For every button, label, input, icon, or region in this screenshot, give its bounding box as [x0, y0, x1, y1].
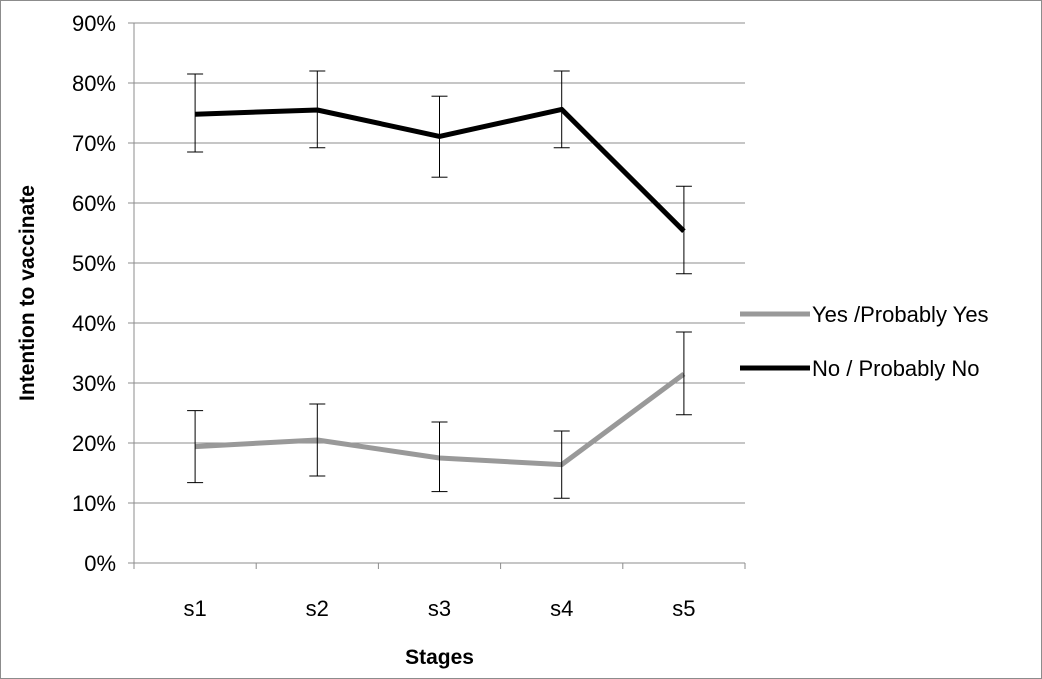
y-tick-label: 60%: [72, 191, 116, 216]
legend-label: No / Probably No: [812, 356, 980, 381]
error-bar: [309, 70, 326, 149]
legend: Yes /Probably Yes No / Probably No: [740, 302, 989, 381]
x-tick-label: s3: [428, 596, 451, 621]
y-tick-label: 50%: [72, 251, 116, 276]
x-tick-label: s2: [306, 596, 329, 621]
x-tick-label: s5: [672, 596, 695, 621]
legend-item: Yes /Probably Yes: [740, 302, 989, 327]
y-tick-label: 40%: [72, 311, 116, 336]
error-bar: [553, 70, 570, 149]
error-bar: [431, 95, 448, 178]
error-bar: [675, 331, 692, 416]
error-bar: [309, 403, 326, 477]
legend-label: Yes /Probably Yes: [812, 302, 989, 327]
y-tick-label: 30%: [72, 371, 116, 396]
x-tick-labels: s1 s2 s3 s4 s5: [183, 596, 695, 621]
y-tick-label: 70%: [72, 131, 116, 156]
error-bar: [187, 73, 204, 153]
y-tick-label: 0%: [84, 551, 116, 576]
error-bars: [187, 70, 692, 499]
x-axis-title: Stages: [405, 646, 474, 669]
y-tick-labels: 0% 10% 20% 30% 40% 50% 60% 70% 80% 90%: [72, 11, 116, 576]
error-bar: [187, 410, 204, 484]
x-tick-label: s1: [183, 596, 206, 621]
x-tick-label: s4: [550, 596, 573, 621]
error-bar: [675, 185, 692, 275]
y-tick-label: 10%: [72, 491, 116, 516]
y-tick-label: 90%: [72, 11, 116, 36]
y-axis-title: Intention to vaccinate: [16, 185, 39, 401]
y-tick-label: 20%: [72, 431, 116, 456]
error-bar: [431, 421, 448, 493]
y-tick-label: 80%: [72, 71, 116, 96]
error-bar: [553, 430, 570, 499]
legend-item: No / Probably No: [740, 356, 980, 381]
axes: [128, 22, 746, 569]
